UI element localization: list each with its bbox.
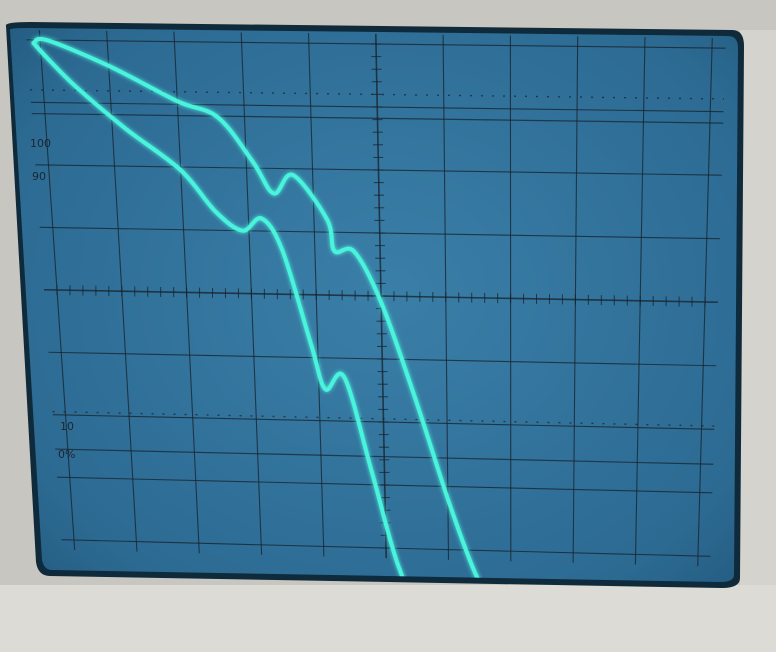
reference-dotted-line <box>52 410 715 427</box>
label-90: 90 <box>32 170 46 183</box>
bezel-lower-lip <box>0 585 776 652</box>
trace-1 <box>31 41 686 582</box>
label-10: 10 <box>60 420 74 433</box>
reference-line <box>31 112 724 124</box>
label-0pct: 0% <box>58 448 75 461</box>
traces <box>31 36 686 582</box>
label-100: 100 <box>30 137 51 150</box>
graticule <box>26 29 726 567</box>
trace-2 <box>31 36 501 582</box>
reference-line <box>55 448 714 465</box>
